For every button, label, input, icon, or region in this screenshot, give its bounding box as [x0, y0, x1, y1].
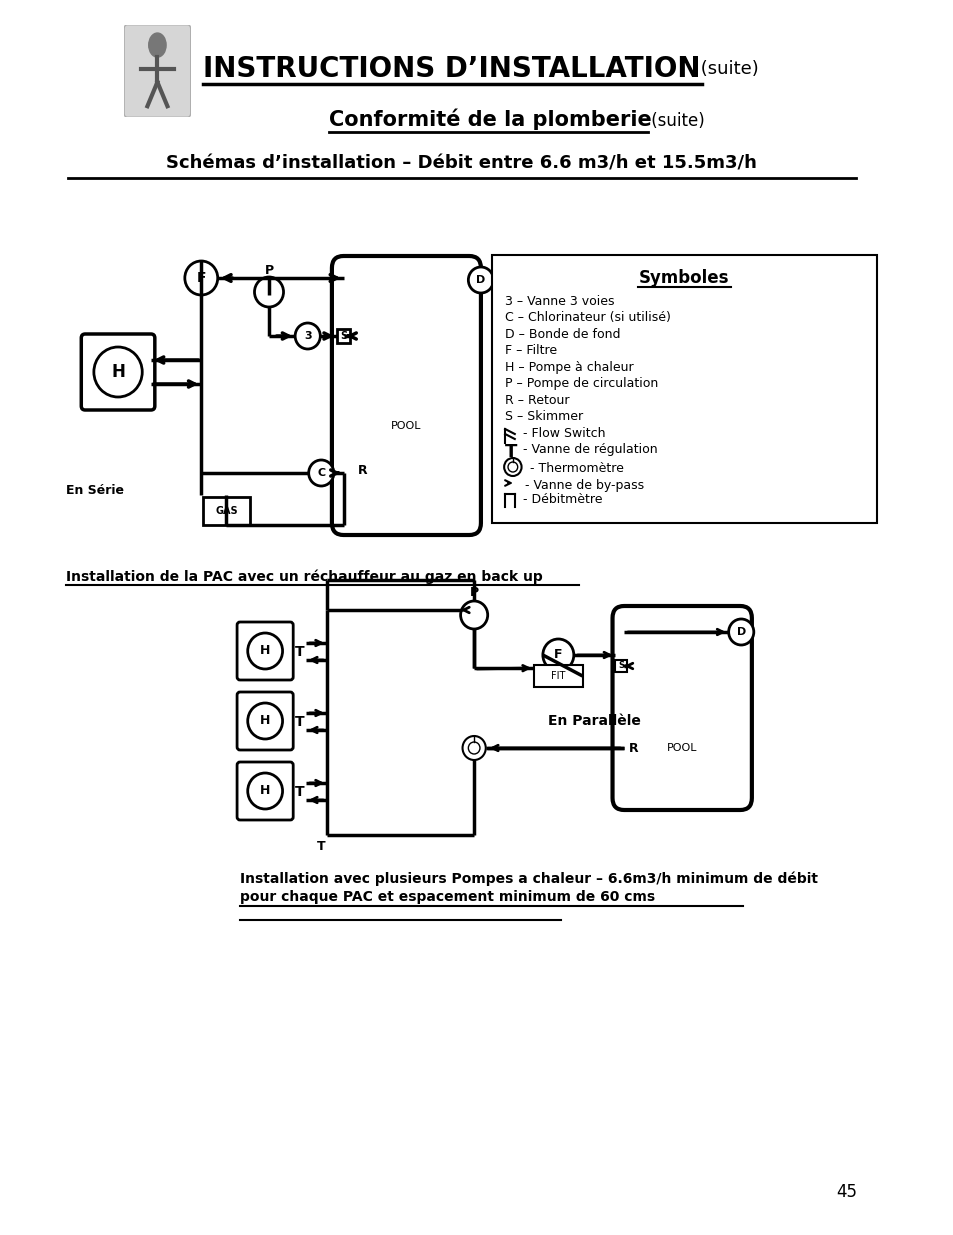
Circle shape [728, 619, 753, 645]
Text: R: R [628, 741, 638, 755]
Circle shape [149, 33, 166, 57]
Circle shape [93, 347, 142, 396]
Text: Conformité de la plomberie: Conformité de la plomberie [329, 107, 651, 130]
Text: H: H [259, 715, 270, 727]
Bar [615, 659, 626, 672]
Text: S: S [618, 662, 623, 671]
Text: 3: 3 [304, 331, 312, 341]
Text: H: H [259, 645, 270, 657]
Text: P: P [469, 587, 478, 599]
Text: H – Pompe à chaleur: H – Pompe à chaleur [504, 361, 633, 374]
Text: R – Retour: R – Retour [504, 394, 569, 408]
Text: P: P [264, 263, 274, 277]
Text: 45: 45 [836, 1183, 857, 1200]
Text: (suite): (suite) [694, 61, 758, 78]
Text: T: T [294, 645, 304, 659]
FancyBboxPatch shape [81, 333, 154, 410]
Circle shape [254, 277, 283, 308]
Text: INSTRUCTIONS D’INSTALLATION: INSTRUCTIONS D’INSTALLATION [203, 56, 700, 83]
Circle shape [309, 459, 334, 487]
Text: Schémas d’installation – Débit entre 6.6 m3/h et 15.5m3/h: Schémas d’installation – Débit entre 6.6… [166, 156, 757, 173]
FancyBboxPatch shape [124, 25, 191, 117]
Circle shape [468, 742, 479, 755]
Text: - Flow Switch: - Flow Switch [518, 427, 604, 440]
Text: - Thermomètre: - Thermomètre [526, 462, 623, 475]
Text: En Parallèle: En Parallèle [547, 714, 639, 727]
Text: D: D [736, 627, 745, 637]
Text: H: H [259, 784, 270, 798]
Circle shape [508, 462, 517, 472]
Text: POOL: POOL [391, 421, 421, 431]
FancyBboxPatch shape [332, 256, 480, 535]
Circle shape [248, 773, 282, 809]
Bar [491, 254, 876, 522]
Text: - Vanne de régulation: - Vanne de régulation [518, 443, 657, 456]
Text: 3 – Vanne 3 voies: 3 – Vanne 3 voies [504, 295, 614, 308]
Text: T: T [316, 840, 325, 853]
Text: POOL: POOL [666, 742, 697, 752]
Text: D – Bonde de fond: D – Bonde de fond [504, 329, 620, 341]
FancyBboxPatch shape [237, 622, 293, 680]
Text: F – Filtre: F – Filtre [504, 345, 557, 357]
Text: Installation avec plusieurs Pompes a chaleur – 6.6m3/h minimum de débit: Installation avec plusieurs Pompes a cha… [240, 872, 817, 887]
Bar [203, 496, 250, 525]
Text: - Vanne de by-pass: - Vanne de by-pass [520, 479, 643, 492]
Text: - Débitmètre: - Débitmètre [518, 493, 601, 506]
Circle shape [503, 458, 521, 475]
FancyBboxPatch shape [237, 692, 293, 750]
Circle shape [248, 634, 282, 669]
Text: GAS: GAS [214, 506, 237, 516]
FancyBboxPatch shape [237, 762, 293, 820]
Text: S: S [339, 331, 347, 341]
Text: F: F [554, 648, 562, 662]
Text: S – Skimmer: S – Skimmer [504, 410, 582, 424]
Text: T: T [504, 443, 517, 461]
Text: R: R [357, 464, 367, 478]
Circle shape [468, 267, 493, 293]
Circle shape [462, 736, 485, 760]
Text: T: T [294, 715, 304, 729]
Circle shape [294, 324, 320, 350]
Text: C – Chlorinateur (si utilisé): C – Chlorinateur (si utilisé) [504, 311, 670, 325]
Circle shape [460, 601, 487, 629]
FancyBboxPatch shape [612, 606, 751, 810]
Circle shape [185, 261, 217, 295]
Text: (suite): (suite) [646, 112, 704, 130]
Bar [336, 329, 350, 343]
Text: FIT: FIT [551, 671, 565, 680]
Text: D: D [476, 275, 485, 285]
Text: T: T [294, 785, 304, 799]
Text: P – Pompe de circulation: P – Pompe de circulation [504, 378, 658, 390]
Text: Symboles: Symboles [639, 269, 729, 287]
Text: En Série: En Série [66, 483, 124, 496]
Circle shape [248, 703, 282, 739]
Bar [534, 664, 582, 687]
Text: Installation de la PAC avec un réchauffeur au gaz en back up: Installation de la PAC avec un réchauffe… [66, 571, 542, 584]
Text: H: H [111, 363, 125, 382]
Text: F: F [196, 270, 206, 285]
Circle shape [542, 638, 573, 671]
Text: C: C [316, 468, 325, 478]
Text: pour chaque PAC et espacement minimum de 60 cms: pour chaque PAC et espacement minimum de… [240, 890, 655, 904]
